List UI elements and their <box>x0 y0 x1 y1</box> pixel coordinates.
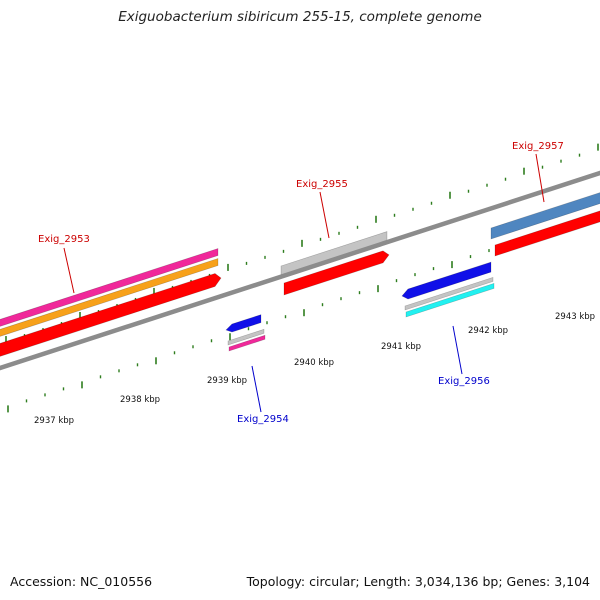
exig-2955-cds-bar <box>283 250 390 296</box>
exig-2953-cds-bar <box>0 273 222 357</box>
scale-label: 2943 kbp <box>555 312 595 322</box>
exig-2956-label[interactable]: Exig_2956 <box>438 376 490 387</box>
scale-label: 2939 kbp <box>207 376 247 386</box>
exig-2954-leader-line <box>251 365 262 413</box>
exig-2957-label[interactable]: Exig_2957 <box>512 141 564 152</box>
exig-2953-label[interactable]: Exig_2953 <box>38 234 90 245</box>
scale-label: 2941 kbp <box>381 342 421 352</box>
scale-labels: 2937 kbp 2938 kbp 2939 kbp 2940 kbp 2941 kbp… <box>34 312 595 426</box>
scale-label: 2937 kbp <box>34 416 74 426</box>
lower-tick-track <box>7 213 600 413</box>
exig-2955-label[interactable]: Exig_2955 <box>296 179 348 190</box>
exig-2956-gray-bar <box>404 276 494 311</box>
exig-2953-orange-bar <box>0 258 219 337</box>
map-title: Exiguobacterium sibiricum 255-15, comple… <box>118 9 482 25</box>
exig-2956-leader-line <box>452 325 463 375</box>
scale-label: 2942 kbp <box>468 326 508 336</box>
exig-2955-leader-line <box>319 191 330 239</box>
exig-2957-steel-bar <box>490 192 600 240</box>
accession-text: Accession: NC_010556 <box>10 574 153 589</box>
scale-label: 2940 kbp <box>294 358 334 368</box>
exig-2953-magenta-bar <box>0 248 219 327</box>
genome-summary-text: Topology: circular; Length: 3,034,136 bp… <box>246 574 590 589</box>
exig-2956-blue-bar <box>401 261 492 300</box>
exig-2954-gray-bar <box>227 328 265 346</box>
gene-labels: Exig_2953 Exig_2954 Exig_2955 Exig_2956 Exig… <box>38 141 564 425</box>
exig-2953-leader-line <box>63 247 75 294</box>
exig-2956-cyan-bar <box>405 282 495 318</box>
exig-2954-label[interactable]: Exig_2954 <box>237 414 289 425</box>
exig-2957-cds-bar <box>494 210 600 257</box>
exig-2954-blue-bar <box>225 314 262 333</box>
feature-track <box>0 192 600 357</box>
genome-backbone <box>0 170 600 371</box>
exig-2954-magenta-bar <box>228 334 266 352</box>
exig-2957-leader-line <box>535 153 545 203</box>
scale-label: 2938 kbp <box>120 395 160 405</box>
backbone-line <box>0 170 600 371</box>
